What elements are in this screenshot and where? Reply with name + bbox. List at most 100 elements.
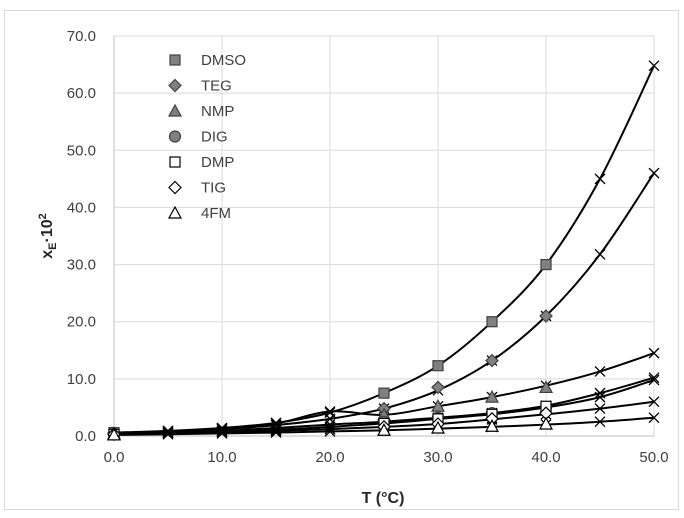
fit-x-marker	[594, 173, 606, 185]
data-point-dmso	[540, 258, 552, 271]
data-point-4fm	[430, 420, 446, 434]
data-point-4fm	[484, 419, 500, 432]
fit-x-stroke	[594, 248, 606, 260]
legend-marker-4fm	[167, 205, 183, 219]
y-tick-label: 30.0	[67, 257, 96, 274]
legend-label-dmso: DMSO	[201, 52, 246, 69]
legend-marker-nmp	[167, 103, 183, 117]
fit-x-marker	[648, 374, 660, 386]
fit-x-stroke	[162, 428, 174, 440]
fit-x-stroke	[270, 422, 282, 434]
fit-x-marker	[324, 421, 336, 433]
fit-x-stroke	[216, 423, 228, 435]
y-axis-title-sub: E	[47, 243, 59, 250]
fit-x-stroke	[594, 173, 606, 185]
fit-curves	[113, 65, 655, 436]
y-tick-label: 20.0	[67, 314, 96, 331]
axes	[113, 36, 654, 437]
data-point-nmp	[430, 399, 446, 412]
legend: DMSO TEG NMP DIG DMP TIG 4FM	[167, 52, 246, 222]
y-tick-labels: 0.0 10.0 20.0 30.0 40.0 50.0 60.0 70.0	[67, 28, 96, 445]
fit-x-marker	[594, 387, 606, 399]
fit-x-marker	[324, 405, 336, 417]
x-tick-labels: 0.0 10.0 20.0 30.0 40.0 50.0	[104, 449, 669, 466]
x-tick-label: 40.0	[531, 449, 560, 466]
y-axis-title-base: x	[39, 250, 56, 259]
fit-x-stroke	[324, 421, 336, 433]
data-point-dmso	[378, 387, 390, 399]
legend-marker-tig	[168, 180, 182, 195]
fit-x-stroke	[162, 427, 174, 439]
fit-x-marker	[216, 426, 228, 438]
fit-x-marker	[162, 427, 174, 439]
fit-x-stroke	[270, 427, 282, 439]
data-point-dmso	[432, 360, 444, 372]
data-point-nmp	[538, 380, 554, 394]
fit-x-marker	[216, 423, 228, 435]
fit-x-marker	[594, 403, 606, 415]
data-point-4fm	[376, 423, 392, 436]
x-tick-label: 10.0	[207, 449, 236, 466]
y-tick-label: 10.0	[67, 371, 96, 388]
y-tick-label: 70.0	[67, 28, 96, 45]
legend-label-tig: TIG	[201, 180, 226, 197]
fit-x-stroke	[648, 167, 660, 179]
fit-x-marker	[648, 396, 660, 408]
fit-x-marker	[594, 365, 606, 377]
legend-marker-dmso	[169, 54, 181, 66]
fit-x-stroke	[648, 60, 660, 72]
fit-x-stroke	[648, 374, 660, 386]
fit-x-marker	[648, 60, 660, 72]
x-tick-label: 20.0	[315, 449, 344, 466]
fit-x-markers	[108, 60, 660, 441]
fit-x-marker	[324, 423, 336, 435]
fit-x-marker	[648, 347, 660, 359]
y-axis-title-sup: 2	[37, 213, 49, 219]
y-axis-title-mid: ·10	[39, 219, 56, 242]
fit-x-marker	[594, 248, 606, 260]
fit-x-marker	[324, 425, 336, 437]
data-point-teg	[539, 309, 553, 323]
x-tick-label: 30.0	[423, 449, 452, 466]
x-tick-label: 0.0	[104, 449, 125, 466]
legend-label-dmp: DMP	[201, 154, 234, 171]
fit-x-stroke	[324, 405, 336, 417]
y-axis-title: xE·102	[37, 213, 59, 259]
legend-label-teg: TEG	[201, 78, 232, 95]
legend-marker-teg	[168, 78, 182, 93]
fit-x-stroke	[324, 423, 336, 435]
fit-x-stroke	[648, 412, 660, 424]
fit-x-marker	[162, 425, 174, 437]
fit-x-marker	[162, 428, 174, 440]
fit-x-stroke	[270, 425, 282, 437]
fit-x-stroke	[648, 396, 660, 408]
fit-x-marker	[270, 424, 282, 436]
fit-x-marker	[270, 427, 282, 439]
data-point-teg	[485, 353, 499, 368]
fit-x-stroke	[162, 425, 174, 437]
fit-x-marker	[270, 425, 282, 437]
y-tick-label: 40.0	[67, 199, 96, 216]
x-axis-title: T (°C)	[362, 490, 405, 507]
data-point-4fm	[538, 416, 554, 430]
fit-x-stroke	[594, 387, 606, 399]
legend-marker-dig	[168, 130, 182, 143]
fit-x-marker	[648, 412, 660, 424]
data-points	[106, 258, 554, 442]
legend-label-nmp: NMP	[201, 103, 234, 120]
y-tick-label: 60.0	[67, 85, 96, 102]
data-point-teg	[431, 380, 445, 395]
legend-label-4fm: 4FM	[201, 205, 231, 222]
data-point-dmso	[486, 316, 498, 328]
x-tick-label: 50.0	[639, 449, 668, 466]
fit-x-stroke	[594, 365, 606, 377]
fit-x-marker	[594, 416, 606, 428]
fit-x-stroke	[648, 347, 660, 359]
y-tick-label: 50.0	[67, 142, 96, 159]
data-point-4fm	[106, 427, 122, 441]
legend-marker-dmp	[169, 156, 181, 168]
fit-x-stroke	[648, 372, 660, 384]
fit-x-marker	[648, 167, 660, 179]
fit-curve	[113, 65, 655, 434]
